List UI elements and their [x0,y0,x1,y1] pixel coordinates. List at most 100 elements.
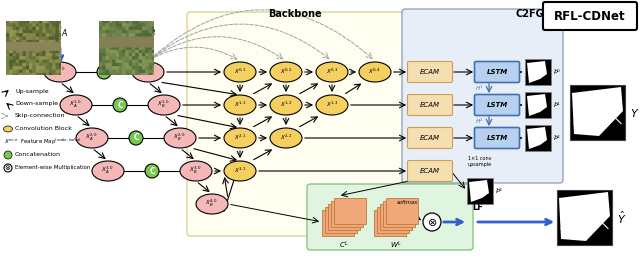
Text: LSTM: LSTM [486,69,508,75]
Ellipse shape [180,161,212,181]
FancyBboxPatch shape [307,184,473,250]
Text: C2FG: C2FG [516,9,544,19]
Ellipse shape [164,128,196,148]
Bar [557,190,612,245]
Text: $\otimes$: $\otimes$ [427,217,437,227]
Bar [525,59,551,85]
Text: $X^{0,2}$: $X^{0,2}$ [280,66,292,76]
FancyBboxPatch shape [402,9,563,183]
Text: $X^{1,2}$: $X^{1,2}$ [280,99,292,109]
Ellipse shape [3,126,13,132]
Ellipse shape [196,194,228,214]
FancyBboxPatch shape [408,161,452,182]
Text: $X_A^{1,0}$: $X_A^{1,0}$ [70,98,83,110]
Text: $X_B$: $X_B$ [141,25,156,39]
Text: Convolution Block: Convolution Block [15,126,72,131]
Text: 1×1 conv
upsample: 1×1 conv upsample [468,156,492,167]
FancyBboxPatch shape [474,95,520,116]
Ellipse shape [224,161,256,181]
FancyBboxPatch shape [474,61,520,82]
Text: $\hat{P}^3$: $\hat{P}^3$ [495,186,503,196]
Text: RFL-CDNet: RFL-CDNet [554,10,626,23]
Polygon shape [559,192,610,241]
Text: $X^{0,3}$: $X^{0,3}$ [326,66,339,76]
Text: Concatenation: Concatenation [15,152,61,157]
Text: ECAM: ECAM [420,168,440,174]
Circle shape [113,98,127,112]
Text: $X_B^{3,0}$: $X_B^{3,0}$ [189,164,202,176]
Ellipse shape [92,161,124,181]
Bar [386,198,418,224]
Text: $X_B^{4,0}$: $X_B^{4,0}$ [205,197,218,209]
Text: Backbone: Backbone [268,9,322,19]
Bar [322,210,354,236]
Text: ECAM: ECAM [420,135,440,141]
Text: $C^L$: $C^L$ [339,240,349,251]
Bar [525,125,551,151]
Text: $X^{1,3}$: $X^{1,3}$ [326,99,339,109]
Text: $Y$: $Y$ [630,107,639,119]
Ellipse shape [270,62,302,82]
Text: Element-wise Multiplication: Element-wise Multiplication [15,166,90,170]
Text: C: C [101,68,107,77]
Text: $X^{1,1}$: $X^{1,1}$ [234,99,246,109]
Text: Down-sample: Down-sample [15,101,58,107]
Text: $X_A^{0,0}$: $X_A^{0,0}$ [54,65,67,77]
Text: $X^{2,2}$: $X^{2,2}$ [280,132,292,142]
Text: $X^{3,1}$: $X^{3,1}$ [234,165,246,175]
Text: LSTM: LSTM [486,102,508,108]
Text: $\hat{Y}$: $\hat{Y}$ [617,210,627,226]
FancyBboxPatch shape [543,2,637,30]
Polygon shape [469,180,489,202]
Text: ECAM: ECAM [420,69,440,75]
Text: $X_A$: $X_A$ [52,25,67,39]
Text: Up-sample: Up-sample [15,89,49,94]
Text: Skip-connection: Skip-connection [15,113,65,118]
Text: $W^L$: $W^L$ [390,240,402,251]
Text: C: C [133,134,139,143]
FancyBboxPatch shape [187,12,403,236]
Text: $X_B^{0,0}$: $X_B^{0,0}$ [141,65,154,77]
Bar [331,201,363,227]
Bar [525,92,551,118]
Text: $X_B^{1,0}$: $X_B^{1,0}$ [157,98,170,110]
Text: softmax: softmax [397,200,419,205]
Bar [383,201,415,227]
FancyBboxPatch shape [408,61,452,82]
Text: $X_B^{2,0}$: $X_B^{2,0}$ [173,131,186,143]
Ellipse shape [148,95,180,115]
Polygon shape [527,61,547,83]
Ellipse shape [316,95,348,115]
Text: $X_A^{2,0}$: $X_A^{2,0}$ [86,131,99,143]
Text: $H^1$: $H^1$ [475,84,483,93]
Circle shape [4,164,12,172]
Text: $\otimes$: $\otimes$ [4,164,12,173]
Text: $X_A^{3,0}$: $X_A^{3,0}$ [102,164,115,176]
Text: C: C [117,100,123,109]
Ellipse shape [44,62,76,82]
Circle shape [145,164,159,178]
Polygon shape [527,94,547,116]
Ellipse shape [270,128,302,148]
Ellipse shape [270,95,302,115]
Text: $X^{2,1}$: $X^{2,1}$ [234,132,246,142]
Text: $X^{0,4}$: $X^{0,4}$ [369,66,381,76]
Text: $X^{m,n}$  Feature Map$^{(scale, index)}$: $X^{m,n}$ Feature Map$^{(scale, index)}$ [4,137,82,147]
Circle shape [97,65,111,79]
Text: ECAM: ECAM [420,102,440,108]
Text: $\hat{P}^2$: $\hat{P}^2$ [553,133,561,143]
Circle shape [4,151,12,159]
Text: $H^2$: $H^2$ [475,117,483,126]
Polygon shape [572,87,623,136]
Text: $\hat{P}^0$: $\hat{P}^0$ [553,67,561,77]
FancyBboxPatch shape [474,127,520,148]
Ellipse shape [224,128,256,148]
Bar [334,198,366,224]
Ellipse shape [359,62,391,82]
Circle shape [129,131,143,145]
Ellipse shape [224,62,256,82]
Bar [467,178,493,204]
Ellipse shape [132,62,164,82]
Ellipse shape [60,95,92,115]
FancyBboxPatch shape [408,95,452,116]
